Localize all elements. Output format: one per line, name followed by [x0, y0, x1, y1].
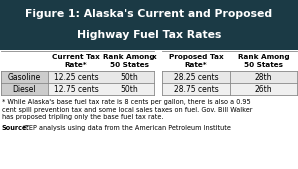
Text: Current Tax
Rate*: Current Tax Rate* [52, 54, 100, 68]
FancyBboxPatch shape [162, 83, 297, 95]
Text: 28th: 28th [255, 73, 272, 81]
Text: Gasoline: Gasoline [8, 73, 41, 81]
Text: Diesel: Diesel [13, 84, 36, 93]
Text: 50th: 50th [120, 84, 138, 93]
Text: 28.75 cents: 28.75 cents [174, 84, 218, 93]
Text: Rank Among
50 States: Rank Among 50 States [170, 54, 222, 68]
Text: Rank Among
50 States: Rank Among 50 States [238, 54, 289, 68]
Text: Figure 1: Alaska's Current and Proposed: Figure 1: Alaska's Current and Proposed [25, 9, 273, 19]
Text: 12.25 cents: 12.25 cents [54, 73, 98, 81]
FancyBboxPatch shape [1, 71, 154, 83]
FancyBboxPatch shape [162, 71, 297, 83]
FancyBboxPatch shape [1, 51, 154, 71]
Text: Highway Fuel Tax Rates: Highway Fuel Tax Rates [77, 30, 221, 40]
Text: 12.75 cents: 12.75 cents [54, 84, 98, 93]
Text: * While Alaska's base fuel tax rate is 8 cents per gallon, there is also a 0.95
: * While Alaska's base fuel tax rate is 8… [2, 99, 252, 120]
FancyBboxPatch shape [1, 51, 154, 71]
Text: Proposed Tax
Rate*: Proposed Tax Rate* [169, 54, 223, 68]
Text: 28.25 cents: 28.25 cents [174, 73, 218, 81]
Text: 50th: 50th [120, 73, 138, 81]
Text: Proposed Tax
Rate*: Proposed Tax Rate* [102, 54, 156, 68]
FancyBboxPatch shape [1, 83, 48, 95]
Text: ITEP analysis using data from the American Petroleum Institute: ITEP analysis using data from the Americ… [21, 125, 231, 131]
Text: 26th: 26th [255, 84, 272, 93]
FancyBboxPatch shape [1, 71, 48, 83]
Text: Current Tax
Rate*: Current Tax Rate* [52, 54, 100, 68]
Text: Rank Among
50 States: Rank Among 50 States [103, 54, 155, 68]
Text: Rank Among
50 States: Rank Among 50 States [103, 54, 155, 68]
FancyBboxPatch shape [162, 51, 297, 71]
Text: Source:: Source: [2, 125, 30, 131]
FancyBboxPatch shape [1, 83, 154, 95]
FancyBboxPatch shape [0, 0, 298, 50]
FancyBboxPatch shape [162, 51, 297, 71]
